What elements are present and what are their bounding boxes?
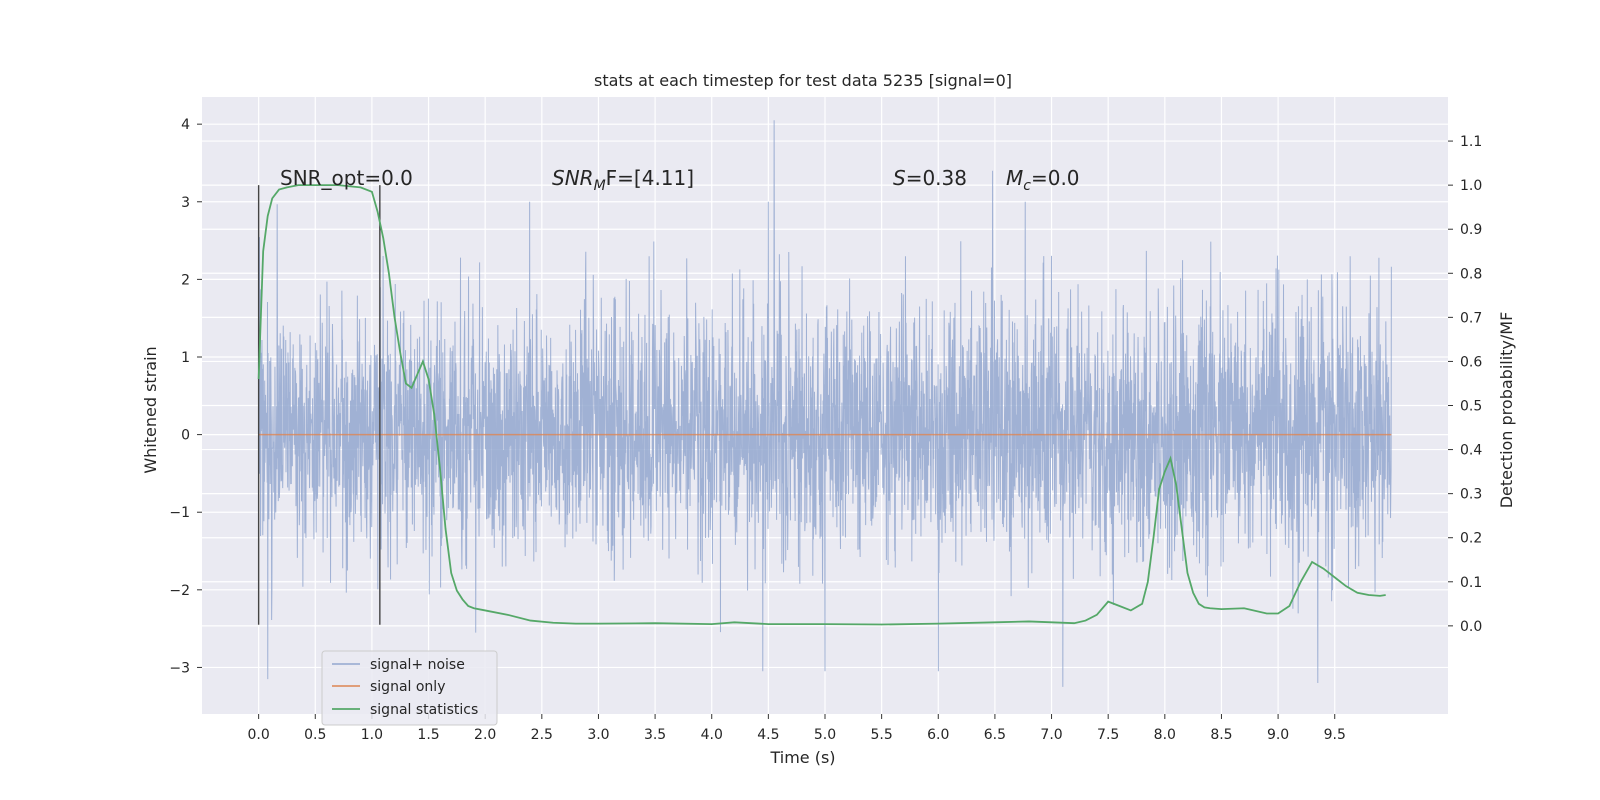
legend-label-signal-noise: signal+ noise (370, 657, 465, 673)
x-tick-label: 4.0 (701, 727, 723, 743)
annotation-snr-mf-sub: M (594, 178, 606, 194)
chart-title: stats at each timestep for test data 523… (594, 71, 1012, 90)
y-axis-label: Whitened strain (141, 346, 160, 473)
x-tick-label: 2.0 (474, 727, 496, 743)
y-right-tick-label: 1.0 (1460, 178, 1482, 194)
annotation-mc: Mc=0.0 (1006, 166, 1080, 194)
y-tick-label: −1 (169, 505, 190, 521)
x-tick-label: 1.5 (417, 727, 439, 743)
y-right-tick-label: 0.3 (1460, 487, 1482, 503)
y-tick-label: 4 (181, 117, 190, 133)
y-tick-label: 1 (181, 350, 190, 366)
y-tick-label: 3 (181, 195, 190, 211)
y-right-tick-label: 0.8 (1460, 266, 1482, 282)
y-right-tick-label: 0.4 (1460, 443, 1482, 459)
legend-label-signal-statistics: signal statistics (370, 702, 478, 718)
x-tick-label: 5.5 (871, 727, 893, 743)
x-tick-label: 6.0 (927, 727, 949, 743)
annotation-s-rest: =0.38 (906, 166, 967, 190)
x-tick-label: 5.0 (814, 727, 836, 743)
y-tick-label: −2 (169, 583, 190, 599)
x-tick-label: 8.0 (1154, 727, 1176, 743)
x-tick-label: 0.5 (304, 727, 326, 743)
y-right-tick-label: 0.9 (1460, 222, 1482, 238)
y-tick-label: −3 (169, 660, 190, 676)
annotation-snr-opt: SNR_opt=0.0 (280, 166, 413, 190)
x-tick-label: 9.5 (1324, 727, 1346, 743)
y-right-tick-label: 1.1 (1460, 134, 1482, 150)
x-tick-label: 7.5 (1097, 727, 1119, 743)
y-axis-right-label: Detection probability/MF (1497, 312, 1516, 509)
data-layer (257, 120, 1392, 687)
y-tick-label: 0 (181, 428, 190, 444)
x-tick-label: 9.0 (1267, 727, 1289, 743)
legend: signal+ noise signal only signal statist… (321, 650, 498, 726)
vertical-markers (257, 185, 381, 625)
annotation-s-var: S (893, 166, 906, 190)
y-tick-label: 2 (181, 272, 190, 288)
x-tick-label: 3.0 (587, 727, 609, 743)
legend-label-signal-only: signal only (370, 679, 445, 695)
x-tick-label: 2.5 (531, 727, 553, 743)
y-right-tick-label: 0.1 (1460, 575, 1482, 591)
y-right-tick-label: 0.7 (1460, 310, 1482, 326)
signal-statistics-series (257, 184, 1386, 626)
signal-noise-series (258, 120, 1392, 687)
y-right-tick-label: 0.5 (1460, 399, 1482, 415)
annotation-mc-sub: c (1023, 178, 1031, 194)
annotation-snr-mf-var: SNR (552, 166, 594, 190)
x-tick-label: 4.5 (757, 727, 779, 743)
x-tick-label: 1.0 (361, 727, 383, 743)
y-right-tick-label: 0.0 (1460, 619, 1482, 635)
x-tick-label: 3.5 (644, 727, 666, 743)
x-tick-label: 8.5 (1210, 727, 1232, 743)
x-tick-label: 7.0 (1040, 727, 1062, 743)
annotation-snr-mf-rest: F=[4.11] (606, 166, 694, 190)
axes: 0.0 0.5 1.0 1.5 2.0 2.5 3.0 3.5 4.0 4.5 5.0 5.5 6.0 6… (169, 117, 1482, 743)
y-right-tick-label: 0.2 (1460, 531, 1482, 547)
annotation-snr-mf: SNRMF=[4.11] (552, 166, 694, 194)
legend-box (321, 650, 498, 726)
annotation-mc-var: M (1006, 166, 1023, 190)
x-tick-label: 0.0 (248, 727, 270, 743)
annotation-s: S=0.38 (893, 166, 967, 190)
x-axis-label: Time (s) (769, 748, 835, 767)
y-right-tick-label: 0.6 (1460, 354, 1482, 370)
annotation-mc-rest: =0.0 (1031, 166, 1080, 190)
x-tick-label: 6.5 (984, 727, 1006, 743)
